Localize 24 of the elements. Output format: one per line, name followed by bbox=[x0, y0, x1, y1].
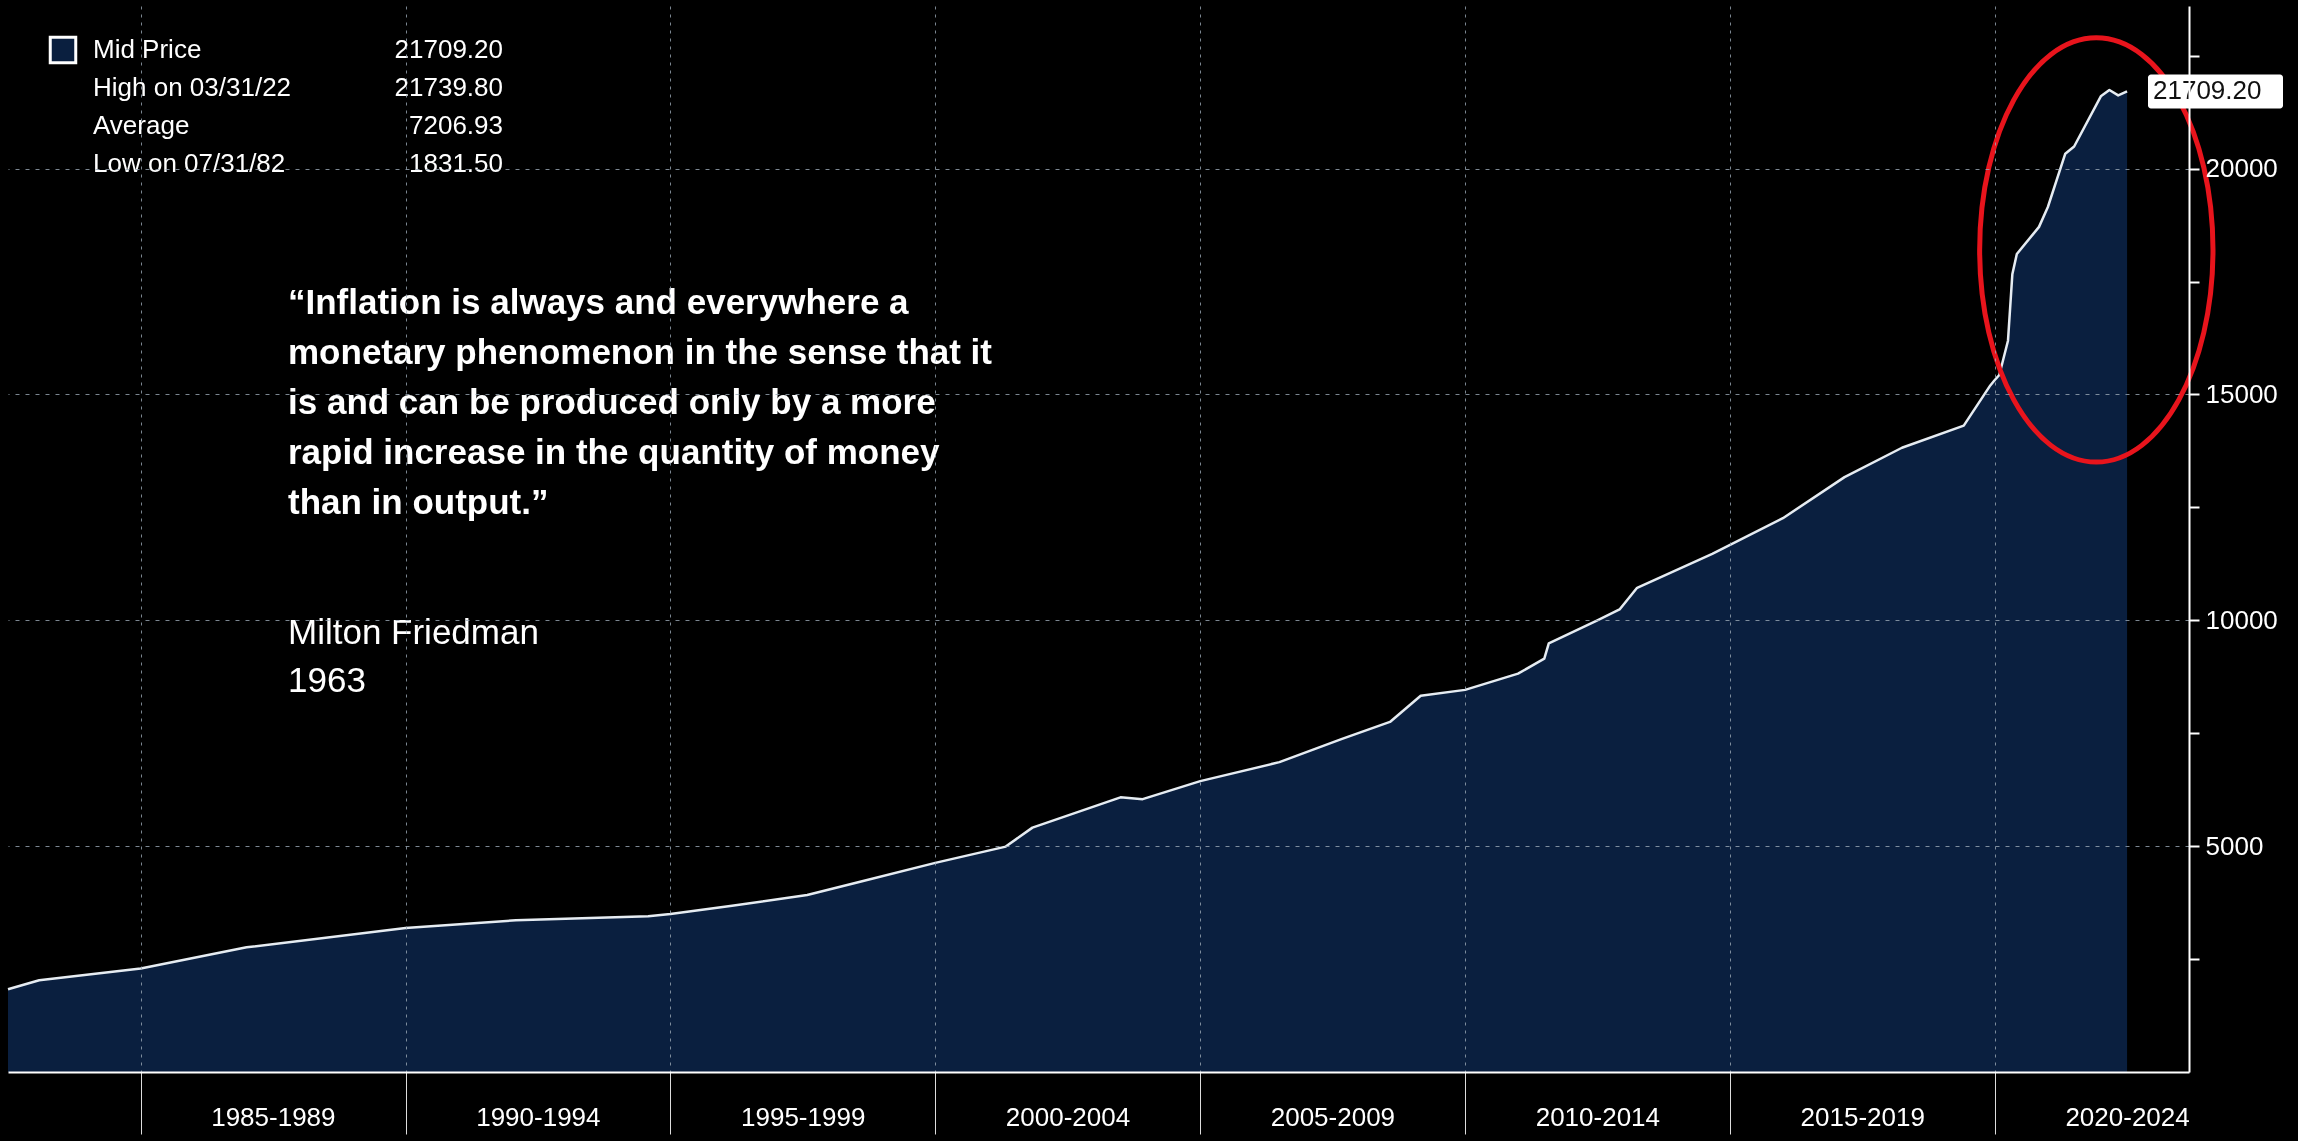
x-tick-label: 2005-2009 bbox=[1270, 1101, 1396, 1132]
annotation: “Inflation is always and everywhere a monetary phenomenon in the sense that it is and can be produced only by a more rapid increase in the quantity of money than in output.” bbox=[288, 282, 993, 521]
x-tick-label: 2015-2019 bbox=[1800, 1101, 1925, 1132]
y-tick-label: 5000 bbox=[2205, 830, 2264, 861]
annotation: 21709.20 bbox=[2153, 75, 2262, 106]
annotation: Low on 07/31/82 bbox=[93, 148, 286, 178]
y-tick-label: 20000 bbox=[2205, 153, 2278, 184]
annotation: Milton Friedman bbox=[288, 612, 539, 651]
x-tick-label: 2020-2024 bbox=[2065, 1101, 2190, 1132]
legend-label: Mid Price bbox=[93, 34, 202, 64]
y-tick-label: 15000 bbox=[2205, 378, 2278, 409]
annotation: Average bbox=[93, 110, 190, 140]
annotation: 1831.50 bbox=[409, 148, 503, 178]
annotation: High on 03/31/22 bbox=[93, 72, 292, 102]
annotation: 21709.20 bbox=[394, 34, 503, 64]
annotation: 1963 bbox=[288, 660, 366, 699]
x-tick-label: 1990-1994 bbox=[476, 1101, 601, 1132]
annotation: 21739.80 bbox=[394, 72, 503, 102]
annotation: 7206.93 bbox=[409, 110, 503, 140]
x-tick-label: 1985-1989 bbox=[211, 1101, 336, 1132]
y-tick-label: 10000 bbox=[2205, 604, 2278, 635]
x-tick-label: 2010-2014 bbox=[1535, 1101, 1661, 1132]
x-tick-label: 2000-2004 bbox=[1005, 1101, 1131, 1132]
x-tick-label: 1995-1999 bbox=[741, 1101, 866, 1132]
